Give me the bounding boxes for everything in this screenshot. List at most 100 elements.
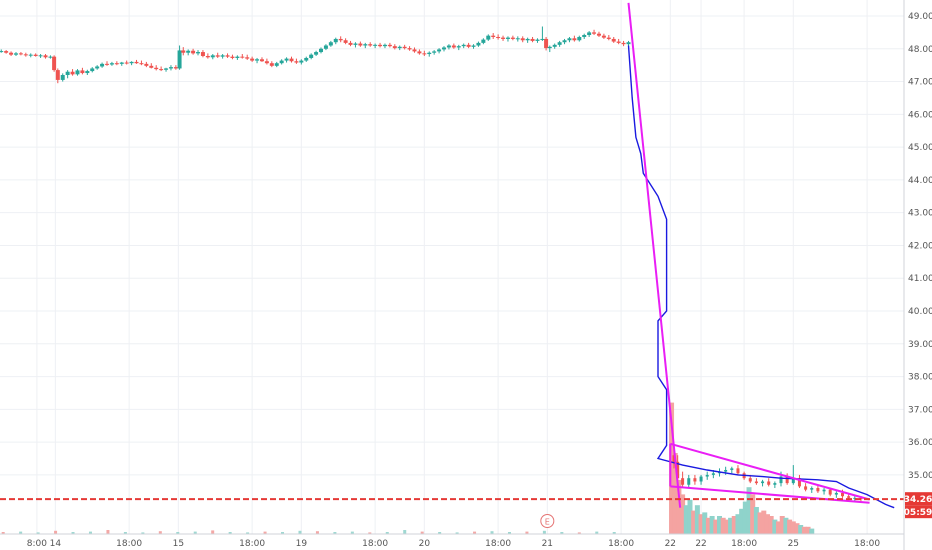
volume-bar (403, 530, 407, 534)
price-tick-label: 35.00 (908, 471, 932, 481)
candle-body (304, 57, 309, 61)
candle-body (60, 75, 65, 80)
candle-body (530, 38, 535, 41)
candle-body (333, 38, 338, 43)
time-tick-label: 18:00 (485, 539, 511, 549)
candle-body (284, 58, 289, 61)
candle-body (582, 35, 587, 37)
volume-bar (801, 526, 807, 534)
candle-body (314, 52, 319, 55)
time-tick-label: 22 (695, 539, 706, 549)
time-tick-label: 18:00 (731, 539, 757, 549)
time-tick-label: 18:00 (362, 539, 388, 549)
candle-body (358, 43, 363, 46)
candle-body (853, 497, 857, 499)
candle-body (767, 481, 771, 485)
time-tick-label: 20 (419, 539, 431, 549)
candle-body (279, 60, 284, 64)
volume-bar (158, 531, 162, 534)
candle-body (105, 63, 110, 65)
candle-body (466, 44, 471, 47)
candle-body (378, 44, 383, 47)
volume-bar (794, 523, 800, 534)
candle-body (191, 50, 196, 54)
volume-bar (193, 531, 197, 534)
candle-body (417, 51, 422, 54)
time-axis[interactable]: 8:00 14 18:00 15 18:00 19 18:00 20 18:00 21 18:00 2… (0, 533, 904, 549)
volume-bar (728, 517, 734, 534)
candle-body (259, 59, 264, 62)
volume-bar (577, 532, 581, 534)
candle-body (437, 49, 442, 52)
candle-body (80, 70, 85, 74)
time-tick-label: 18:00 (239, 539, 265, 549)
volume-bar (281, 532, 285, 534)
candle-body (18, 53, 23, 55)
candle-body (496, 36, 501, 38)
candle-body (181, 50, 186, 53)
candle-body (779, 476, 783, 484)
candle-body (144, 63, 149, 66)
candle-body (90, 68, 95, 72)
volume-bar (753, 507, 759, 534)
candle-body (567, 38, 572, 41)
candle-body (210, 55, 215, 58)
earnings-marker (540, 514, 555, 528)
volume-bar (123, 532, 127, 534)
candle-body (432, 51, 437, 53)
volume-bar (71, 532, 75, 534)
volume-bar (88, 531, 92, 534)
volume-bar (735, 514, 741, 534)
candle-body (681, 478, 685, 485)
time-tick-label: 22 (665, 539, 676, 549)
candle-body (119, 62, 124, 64)
candle-body (338, 38, 343, 41)
candle-body (205, 55, 210, 58)
candle-body (328, 42, 333, 46)
candle-body (841, 492, 845, 497)
volume-bar (106, 530, 110, 534)
candle-body (847, 496, 851, 498)
drawing-layer: E (0, 2, 904, 528)
volume-bar (702, 512, 708, 534)
candle-body (711, 473, 715, 475)
volume-bar (612, 532, 616, 534)
countdown-tag-text: 05:59 (904, 508, 932, 518)
last-price-tag (905, 492, 932, 506)
candle-body (4, 51, 9, 53)
candle-body (730, 468, 734, 471)
volume-bar (691, 510, 697, 534)
candle-body (797, 478, 801, 487)
candle-body (626, 42, 631, 45)
price-axis[interactable]: 49.00 48.00 47.00 46.00 45.00 44.00 43.00 42.00… (903, 0, 932, 550)
candle-body (520, 38, 525, 41)
volume-bar (263, 531, 267, 534)
candle-body (85, 71, 90, 74)
candle-body (38, 55, 43, 57)
volume-bar (211, 530, 215, 534)
price-tick-label: 46.00 (908, 110, 932, 120)
time-tick-label: 25 (788, 539, 799, 549)
volume-bar (525, 531, 529, 534)
volume-bar (809, 528, 815, 534)
volume-bar (731, 516, 737, 534)
volume-bar (542, 530, 546, 534)
candle-body (486, 35, 491, 40)
candle-body (611, 38, 616, 42)
candle-body (245, 57, 250, 59)
candle-body (200, 52, 205, 56)
grid-layer (0, 0, 904, 534)
candle-body (124, 62, 129, 64)
candle-body (402, 46, 407, 49)
candle-body (672, 455, 676, 462)
candle-body (114, 63, 119, 65)
candle-body (491, 35, 496, 37)
candle-body (100, 63, 105, 67)
candle-body (215, 55, 220, 57)
volume-bar (720, 517, 726, 534)
candle-body (319, 48, 324, 53)
candle-body (687, 478, 691, 485)
volume-bar (798, 525, 804, 534)
